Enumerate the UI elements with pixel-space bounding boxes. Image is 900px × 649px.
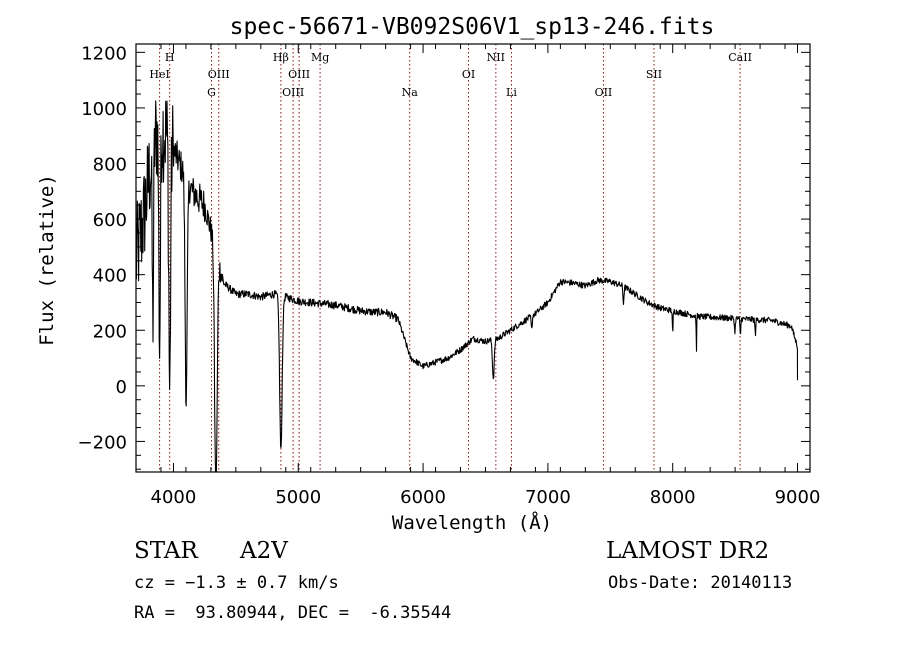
y-tick-label: −200 <box>78 432 127 453</box>
line-label: CaII <box>728 51 752 64</box>
object-type: STAR <box>134 538 198 564</box>
line-label: H <box>165 51 175 64</box>
y-tick-label: 0 <box>116 377 127 398</box>
line-label: OI <box>462 68 475 81</box>
line-label: Li <box>506 86 517 99</box>
x-tick-label: 7000 <box>525 487 571 508</box>
x-tick-label: 9000 <box>775 487 821 508</box>
x-tick-label: 6000 <box>400 487 446 508</box>
x-tick-label: 4000 <box>151 487 197 508</box>
line-label: G <box>207 86 216 99</box>
x-axis-label: Wavelength (Å) <box>392 511 552 534</box>
x-axis-ticks: 4000 5000 6000 7000 8000 9000 <box>135 44 821 508</box>
line-label: Mg <box>311 51 329 64</box>
redshift-value: cz = −1.3 ± 0.7 km/s <box>134 573 339 593</box>
line-label: OII <box>595 86 613 99</box>
obs-date: Obs-Date: 20140113 <box>608 573 793 593</box>
spectral-subclass: A2V <box>240 538 288 564</box>
y-axis-label: Flux (relative) <box>36 174 58 346</box>
line-label: NII <box>487 51 505 64</box>
y-tick-label: 800 <box>93 155 127 176</box>
y-tick-label: 600 <box>93 210 127 231</box>
y-tick-label: 1200 <box>81 43 127 64</box>
spectrum-line <box>135 100 799 473</box>
line-label: Hβ <box>273 51 289 64</box>
survey-name: LAMOST DR2 <box>606 538 770 564</box>
x-tick-label: 5000 <box>275 487 321 508</box>
plot-frame <box>135 43 811 473</box>
line-label: OIII <box>288 68 310 81</box>
emission-line-markers <box>159 44 741 472</box>
coordinates: RA = 93.80944, DEC = -6.35544 <box>134 603 452 623</box>
line-label: SII <box>646 68 662 81</box>
line-label: OIII <box>282 86 304 99</box>
x-tick-label: 8000 <box>650 487 696 508</box>
y-tick-label: 1000 <box>81 99 127 120</box>
y-tick-label: 400 <box>93 266 127 287</box>
line-label: Na <box>402 86 419 99</box>
line-label: HeI <box>149 68 169 81</box>
y-axis-ticks: −200 0 200 400 600 800 1000 1200 <box>78 43 810 470</box>
y-tick-label: 200 <box>93 321 127 342</box>
chart-title: spec-56671-VB092S06V1_sp13-246.fits <box>230 14 715 40</box>
line-label: OIII <box>208 68 230 81</box>
